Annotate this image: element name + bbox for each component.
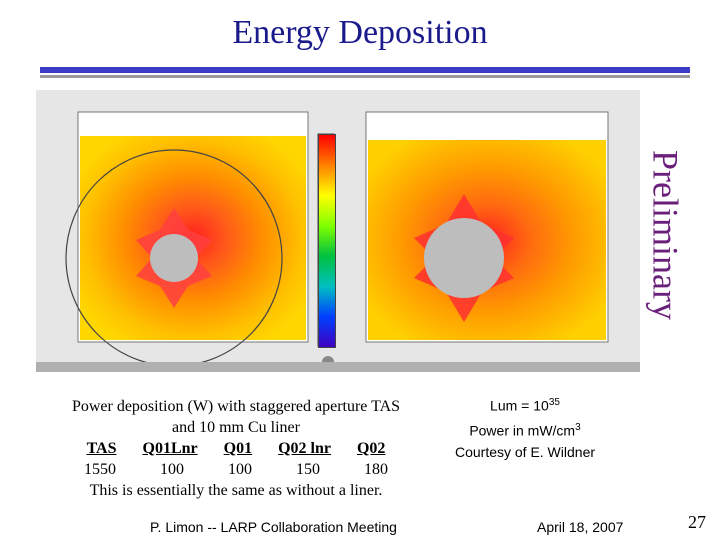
- header-tas: TAS: [86, 440, 117, 457]
- svg-text:Preliminary: Preliminary: [646, 150, 686, 320]
- header-q01: Q01: [223, 440, 253, 457]
- right-aperture: [424, 218, 504, 298]
- title-rule: [40, 67, 690, 73]
- power-table-headers: TAS Q01Lnr Q01 Q02 lnr Q02: [40, 438, 432, 459]
- value-q02: 180: [364, 461, 388, 478]
- luminosity-label: Lum = 1035: [490, 397, 560, 414]
- figure-canvas: [65, 111, 609, 368]
- slide-title: Energy Deposition: [232, 14, 488, 51]
- value-q01: 100: [228, 461, 252, 478]
- left-aperture: [150, 234, 198, 282]
- courtesy-label: Courtesy of E. Wildner: [454, 444, 596, 461]
- energy-deposition-figure: [36, 90, 640, 370]
- value-q02lnr: 150: [296, 461, 320, 478]
- preliminary-stamp: Preliminary: [646, 150, 686, 320]
- caption-line-2: and 10 mm Cu liner: [172, 419, 300, 436]
- power-units-label: Power in mW/cm3: [469, 421, 581, 439]
- colorbar: [318, 134, 336, 348]
- header-q02lnr: Q02 lnr: [278, 440, 331, 457]
- footer-author: P. Limon -- LARP Collaboration Meeting: [150, 519, 397, 535]
- page-number: 27: [688, 512, 706, 532]
- power-table-values: 1550 100 100 150 180: [40, 459, 432, 480]
- value-tas: 1550: [84, 461, 116, 478]
- caption-line-1: Power deposition (W) with staggered aper…: [71, 398, 401, 415]
- header-q01lnr: Q01Lnr: [142, 440, 198, 457]
- footer-date: April 18, 2007: [537, 519, 624, 535]
- caption-line-4: This is essentially the same as without …: [89, 482, 383, 499]
- value-q01lnr: 100: [160, 461, 184, 478]
- header-q02: Q02: [356, 440, 386, 457]
- title-rule-shadow: [40, 75, 690, 78]
- caption-block: Power deposition (W) with staggered aper…: [40, 396, 432, 501]
- plot-info: Lum = 1035 Power in mW/cm3 Courtesy of E…: [440, 392, 610, 463]
- figure-caption-strip: [36, 362, 640, 372]
